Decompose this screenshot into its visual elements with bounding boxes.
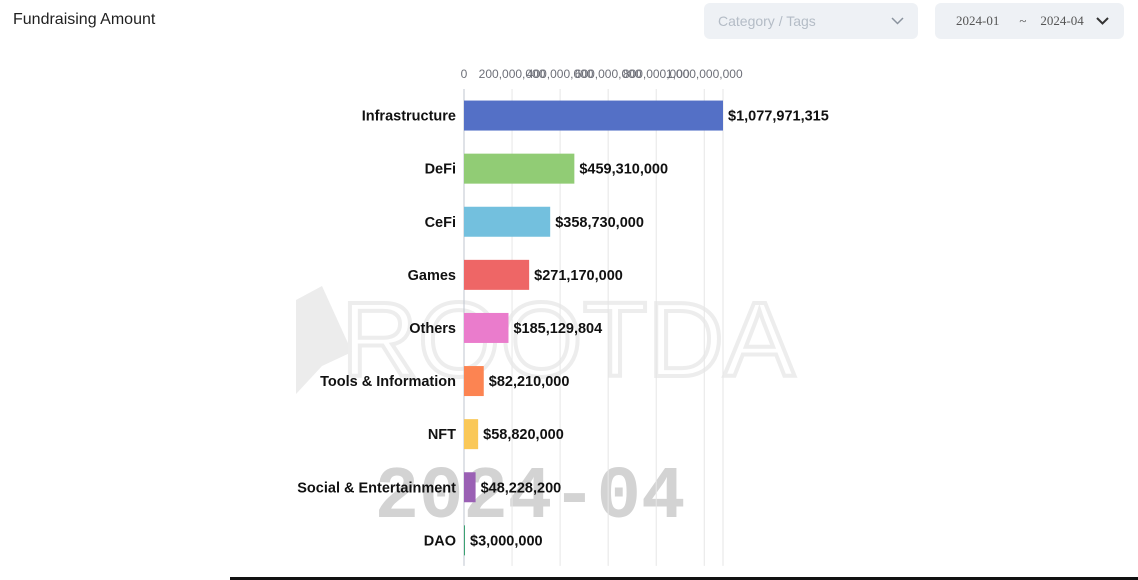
- value-labels: $1,077,971,315 $459,310,000 $358,730,000 $2…: [470, 109, 829, 550]
- category-label: Infrastructure: [362, 109, 456, 125]
- watermark-period: 2024-04: [375, 456, 686, 540]
- watermark-logo-mark: [296, 286, 352, 394]
- chevron-down-icon: [891, 17, 904, 25]
- category-label: Games: [408, 268, 456, 284]
- bar[interactable]: [464, 525, 465, 556]
- x-tick-label: 1,000,000,000: [666, 67, 743, 81]
- chart-title: Fundraising Amount: [13, 11, 156, 28]
- value-label: $358,730,000: [555, 215, 644, 231]
- date-separator: ~: [1019, 13, 1027, 28]
- x-tick-label: 200,000,000: [479, 67, 546, 81]
- category-label: Others: [409, 321, 456, 337]
- category-tags-placeholder: Category / Tags: [718, 13, 816, 29]
- bar[interactable]: [464, 312, 509, 343]
- value-label: $3,000,000: [470, 533, 543, 549]
- date-to[interactable]: 2024-04: [1040, 13, 1084, 28]
- x-tick-label: 800,000,000: [623, 67, 690, 81]
- value-label: $58,820,000: [483, 427, 564, 443]
- category-label: CeFi: [425, 215, 456, 231]
- x-axis: 0 200,000,000400,000,000600,000,000800,00…: [461, 67, 743, 81]
- x-tick-label: 0: [461, 67, 468, 81]
- category-label: DeFi: [425, 162, 456, 178]
- bottom-divider: [230, 577, 1138, 580]
- bar[interactable]: [464, 206, 551, 237]
- bar[interactable]: [464, 259, 530, 290]
- category-label: Social & Entertainment: [297, 480, 456, 496]
- chevron-down-icon: [1096, 17, 1109, 25]
- value-label: $185,129,804: [513, 321, 602, 337]
- bar[interactable]: [464, 472, 476, 503]
- value-label: $1,077,971,315: [728, 109, 829, 125]
- bars: [464, 100, 723, 556]
- date-from[interactable]: 2024-01: [956, 13, 1000, 28]
- watermark: ROOTDA 2024-04: [296, 279, 797, 540]
- value-label: $271,170,000: [534, 268, 623, 284]
- bar[interactable]: [464, 100, 723, 131]
- value-label: $48,228,200: [481, 480, 562, 496]
- bar[interactable]: [464, 419, 479, 450]
- category-tags-select[interactable]: Category / Tags: [704, 3, 918, 39]
- bar[interactable]: [464, 366, 484, 397]
- value-label: $82,210,000: [489, 374, 570, 390]
- x-tick-label: 600,000,000: [575, 67, 642, 81]
- x-tick-label: 400,000,000: [527, 67, 594, 81]
- y-axis-labels: Infrastructure DeFi CeFi Games Others Tools &…: [297, 109, 456, 550]
- bar[interactable]: [464, 153, 575, 184]
- category-label: DAO: [424, 533, 456, 549]
- category-label: NFT: [428, 427, 456, 443]
- value-label: $459,310,000: [579, 162, 668, 178]
- date-range-picker[interactable]: 2024-01 ~ 2024-04: [935, 3, 1124, 39]
- category-label: Tools & Information: [320, 374, 456, 390]
- watermark-brand: ROOTDA: [341, 281, 795, 399]
